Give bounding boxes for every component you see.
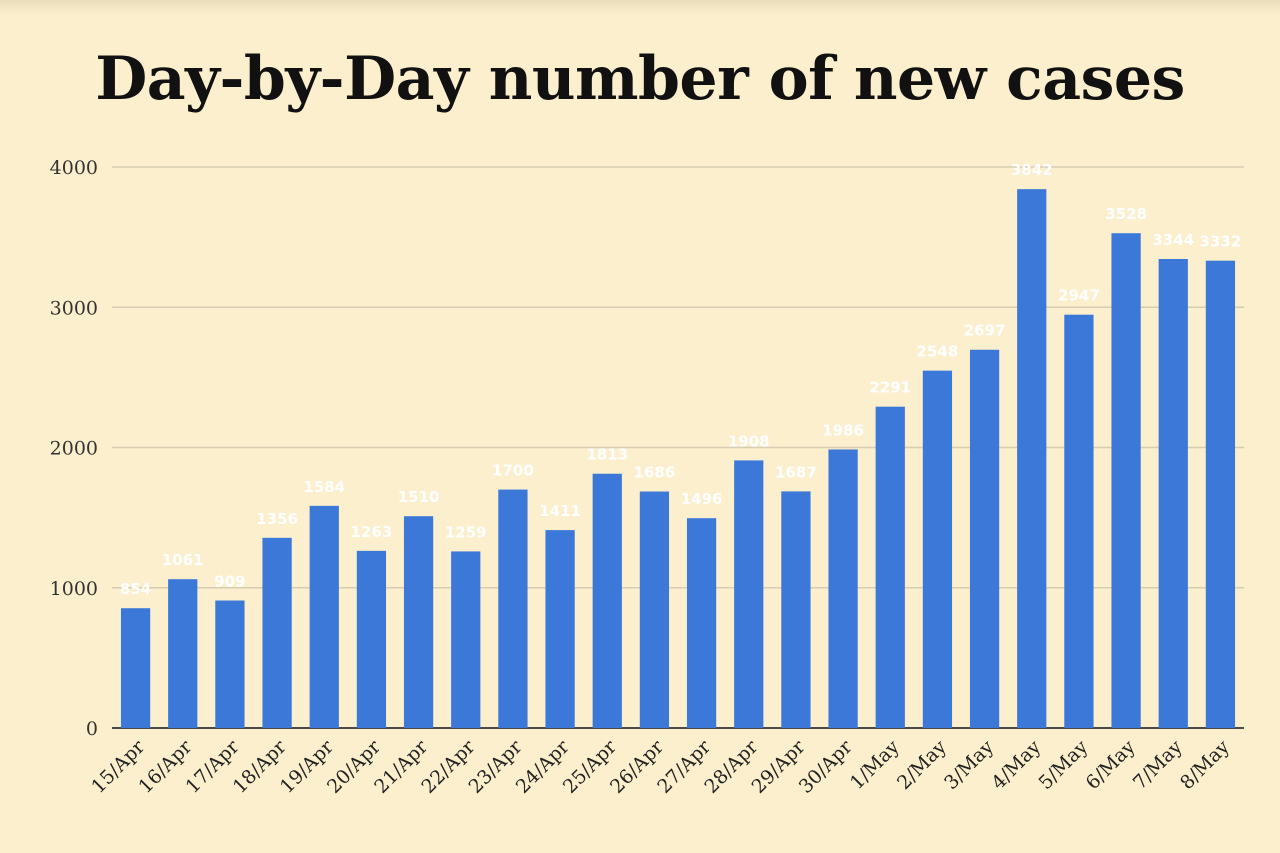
y-tick-label: 1000 <box>50 578 98 600</box>
x-tick-label: 2/May <box>893 736 951 794</box>
data-labels: 854 1061 909 1356 1584 1263 1510 1259 1700 1411 18… <box>120 161 1241 598</box>
bar <box>1111 233 1141 728</box>
x-tick-label: 4/May <box>987 736 1045 794</box>
bar <box>1205 260 1236 728</box>
data-label: 1263 <box>351 523 393 541</box>
x-tick-label: 8/May <box>1176 736 1234 794</box>
data-label: 1356 <box>256 510 298 528</box>
bar <box>922 370 953 728</box>
bar <box>215 600 245 728</box>
bars <box>120 189 1236 729</box>
data-label: 909 <box>214 573 245 591</box>
data-label: 1259 <box>445 523 487 541</box>
bar <box>686 518 717 728</box>
bar <box>1017 189 1047 729</box>
bar <box>168 579 198 728</box>
bar <box>734 460 764 728</box>
y-tick-label: 4000 <box>50 157 98 179</box>
data-label: 1496 <box>681 490 723 508</box>
gridlines <box>112 166 1244 729</box>
bar <box>592 473 622 728</box>
data-label: 1700 <box>492 462 534 480</box>
bar <box>1158 259 1188 728</box>
data-label: 1813 <box>586 446 628 464</box>
bar <box>403 516 434 728</box>
y-axis-ticks: 0 1000 2000 3000 4000 <box>50 157 98 740</box>
y-tick-label: 2000 <box>50 438 98 460</box>
data-label: 3528 <box>1105 205 1147 223</box>
bar <box>1064 314 1094 728</box>
data-label: 3842 <box>1011 161 1053 179</box>
bar <box>262 537 292 728</box>
data-label: 1510 <box>398 488 440 506</box>
data-label: 2697 <box>964 322 1006 340</box>
bar <box>828 449 858 728</box>
data-label: 3332 <box>1200 233 1242 251</box>
bar <box>120 608 151 728</box>
data-label: 1584 <box>303 478 345 496</box>
bar <box>451 551 481 728</box>
data-label: 1686 <box>634 464 676 482</box>
y-tick-label: 3000 <box>50 297 98 319</box>
data-label: 1908 <box>728 432 770 450</box>
bar <box>498 489 528 728</box>
bar <box>639 491 670 728</box>
bar <box>875 406 905 728</box>
bar <box>545 530 575 728</box>
data-label: 1687 <box>775 463 817 481</box>
top-shadow-band <box>0 0 1280 14</box>
y-tick-label: 0 <box>86 718 98 740</box>
bar <box>309 505 339 728</box>
chart-title: Day-by-Day number of new cases <box>95 44 1185 114</box>
data-label: 1061 <box>162 551 204 569</box>
data-label: 2291 <box>869 379 911 397</box>
data-label: 1986 <box>822 421 864 439</box>
bar <box>356 550 387 728</box>
bar <box>969 349 1000 728</box>
data-label: 3344 <box>1152 231 1194 249</box>
x-axis-ticks: 15/Apr16/Apr17/Apr18/Apr19/Apr20/Apr21/A… <box>87 735 1234 798</box>
x-tick-label: 7/May <box>1129 736 1187 794</box>
x-tick-label: 3/May <box>940 736 998 794</box>
data-label: 2548 <box>917 343 959 361</box>
data-label: 2947 <box>1058 287 1100 305</box>
data-label: 854 <box>120 580 151 598</box>
x-tick-label: 30/Apr <box>795 735 858 798</box>
x-tick-label: 1/May <box>846 736 904 794</box>
x-tick-label: 5/May <box>1034 736 1092 794</box>
bar <box>781 491 811 728</box>
data-label: 1411 <box>539 502 581 520</box>
x-tick-label: 6/May <box>1082 736 1140 794</box>
